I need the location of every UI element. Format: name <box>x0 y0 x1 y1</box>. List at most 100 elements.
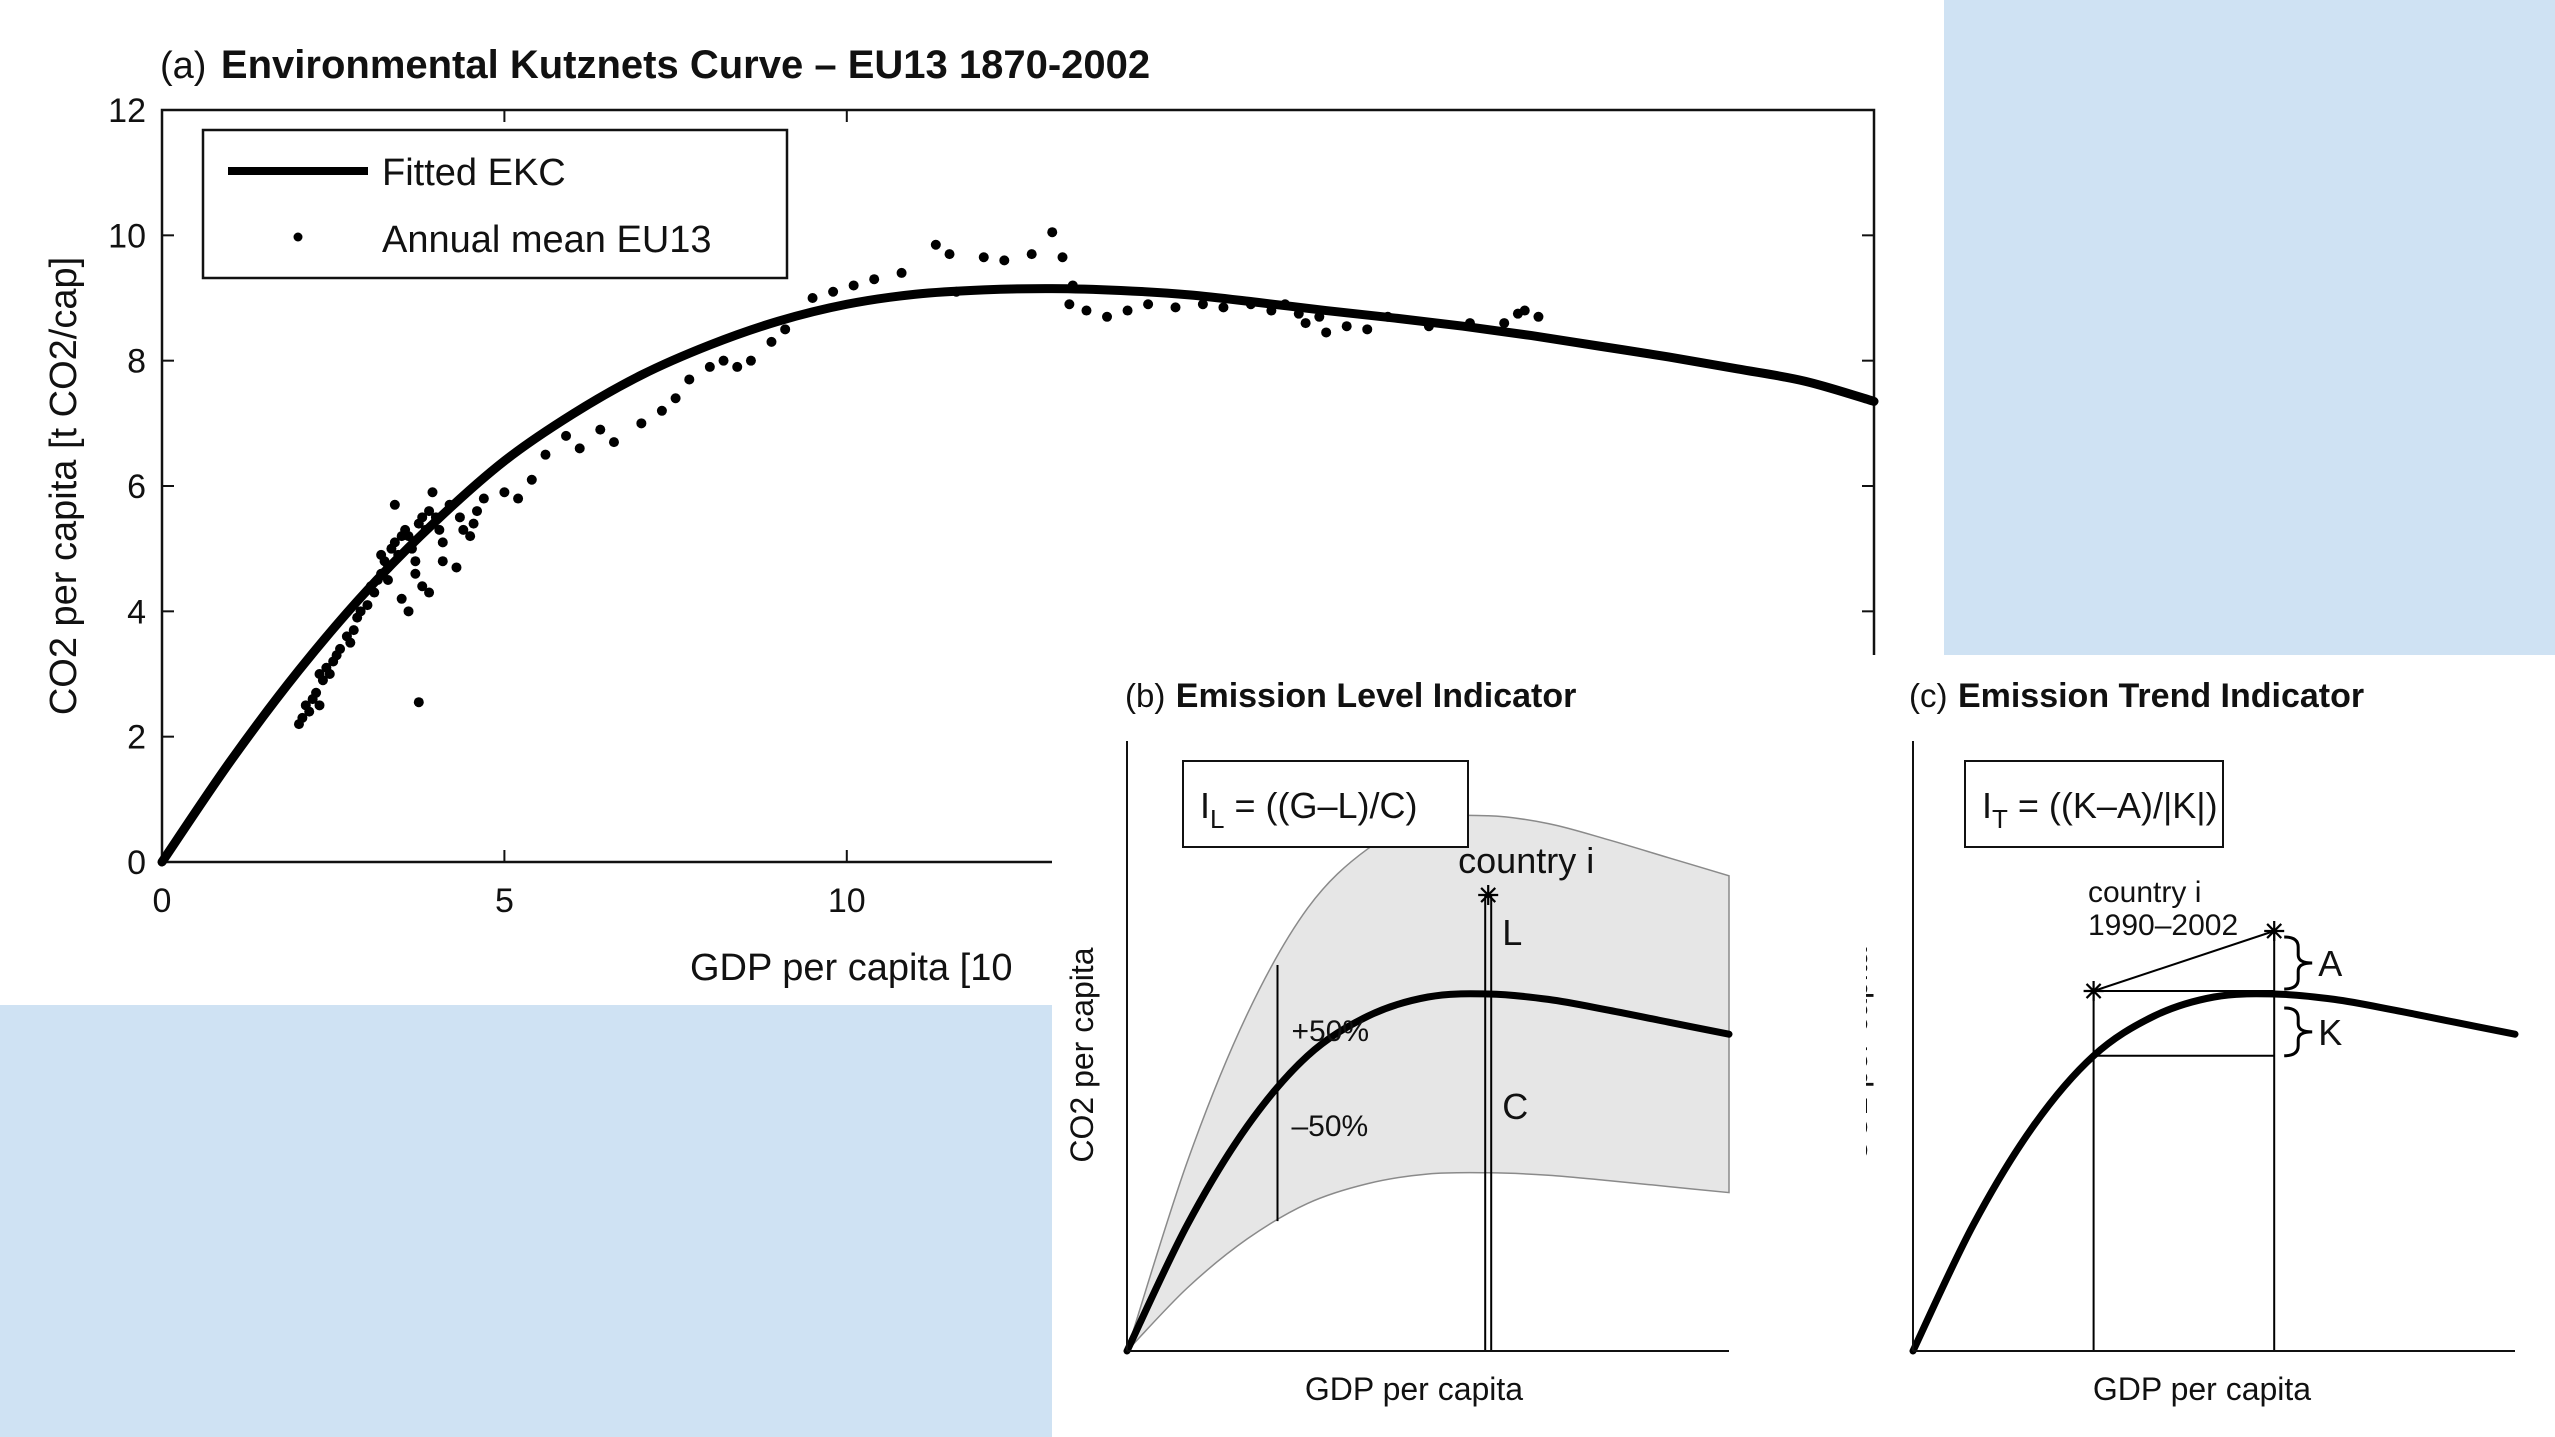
scatter-point <box>413 697 424 708</box>
y-axis-label: CO2 per capita [t CO2/cap] <box>43 257 85 715</box>
scatter-point <box>1197 299 1208 310</box>
scatter-point <box>513 493 524 504</box>
scatter-point <box>311 687 322 698</box>
panel-c: (c) Emission Trend Indicator IT = ((K–A)… <box>1866 655 2555 1437</box>
formula-main: I <box>1200 785 1210 826</box>
scatter-point <box>304 706 315 717</box>
scatter-point <box>465 531 476 542</box>
scatter-point <box>424 587 435 598</box>
scatter-point <box>1499 318 1510 329</box>
formula-subscript: L <box>1210 804 1224 834</box>
scatter-point <box>999 255 1010 266</box>
label-L: L <box>1502 912 1522 953</box>
scatter-point <box>1519 305 1530 316</box>
legend: Fitted EKC Annual mean EU13 <box>201 128 789 280</box>
x-tick-label: 10 <box>828 882 866 920</box>
svg-text:IL = ((G–L)/C): IL = ((G–L)/C) <box>1200 785 1418 834</box>
scatter-point <box>1300 318 1311 329</box>
scatter-point <box>595 424 606 435</box>
scatter-point <box>1362 324 1373 335</box>
scatter-point <box>1102 311 1113 322</box>
scatter-point <box>417 581 428 592</box>
legend-annual-mean: Annual mean EU13 <box>382 219 712 261</box>
label-K: K <box>2318 1012 2342 1053</box>
ekc-curve <box>1123 990 1733 1355</box>
y-tick-label: 8 <box>127 343 146 381</box>
scatter-point <box>1218 302 1229 313</box>
scatter-points <box>293 227 1544 730</box>
country-point-markers <box>2083 921 2285 1001</box>
y-axis-label: CO2 per capita <box>1064 947 1100 1162</box>
scatter-point <box>718 355 729 366</box>
ekc-curve <box>1909 990 2519 1355</box>
label-A: A <box>2318 943 2342 984</box>
formula-rest: = ((K–A)/|K|) <box>2008 785 2218 826</box>
country-label-line2: 1990–2002 <box>2088 909 2238 942</box>
emission-trend-chart: (c) Emission Trend Indicator IT = ((K–A)… <box>1866 677 2519 1407</box>
scatter-point <box>1026 249 1037 260</box>
country-star <box>1478 885 1499 905</box>
panel-b-label: (b) <box>1125 677 1165 714</box>
y-tick-label: 12 <box>108 92 146 130</box>
emission-level-chart: (b) Emission Level Indicator IL = ((G–L)… <box>1064 677 1733 1407</box>
scatter-point <box>389 499 400 510</box>
y-tick-label: 2 <box>127 719 146 757</box>
scatter-point <box>1057 252 1068 263</box>
scatter-point <box>1321 327 1332 338</box>
scatter-point <box>1081 305 1092 316</box>
scatter-point <box>317 675 328 686</box>
scatter-point <box>1122 305 1133 316</box>
lower-band-label: –50% <box>1292 1110 1369 1143</box>
fitted-ekc-line <box>157 284 1879 867</box>
scatter-point <box>427 487 438 498</box>
panel-c-label: (c) <box>1909 677 1947 714</box>
scatter-point <box>314 700 325 711</box>
scatter-point <box>348 625 359 636</box>
scatter-point <box>636 418 647 429</box>
y-tick-label: 10 <box>108 217 146 255</box>
scatter-point <box>978 252 989 263</box>
svg-text:(a) Environmental Kutzne: (a) Environmental Kutznets Curve – EU13 … <box>160 43 1150 87</box>
scatter-point <box>468 518 479 529</box>
start-star <box>2083 981 2104 1001</box>
legend-box <box>201 128 789 280</box>
x-tick-label: 0 <box>153 882 172 920</box>
x-axis-label: GDP per capita [10 <box>690 947 1012 989</box>
scatter-point <box>745 355 756 366</box>
scatter-point <box>704 361 715 372</box>
country-label-line1: country i <box>2088 876 2201 909</box>
tick-group: 0 2 4 6 8 10 12 0 5 10 <box>108 92 1874 920</box>
formula-rest: = ((G–L)/C) <box>1224 785 1417 826</box>
scatter-point <box>478 493 489 504</box>
scatter-point <box>437 556 448 567</box>
upper-band-label: +50% <box>1292 1015 1370 1048</box>
scatter-point <box>451 562 462 573</box>
scatter-point <box>1064 299 1075 310</box>
scatter-point <box>766 336 777 347</box>
scatter-point <box>410 556 421 567</box>
scatter-point <box>382 575 393 585</box>
scatter-point <box>1143 299 1154 310</box>
scatter-point <box>1047 227 1058 238</box>
panel-c-title: Emission Trend Indicator <box>1958 677 2364 715</box>
scatter-point <box>355 606 366 617</box>
scatter-point <box>410 568 421 579</box>
scatter-point <box>437 537 448 548</box>
y-tick-label: 6 <box>127 468 146 506</box>
panel-a: (a) Environmental Kutznets Curve – EU13 … <box>0 0 1944 1005</box>
scatter-point <box>396 593 407 604</box>
brace-K <box>2284 1006 2313 1058</box>
scatter-point <box>376 549 387 560</box>
scatter-point <box>561 430 572 441</box>
end-star <box>2264 921 2285 941</box>
scatter-point <box>930 239 941 250</box>
scatter-point <box>434 524 445 535</box>
scatter-point <box>828 286 839 297</box>
formula-subscript: T <box>1992 804 2008 834</box>
scatter-point <box>896 267 907 278</box>
scatter-point <box>1533 311 1544 322</box>
x-tick-label: 5 <box>495 882 514 920</box>
scatter-point <box>526 474 537 485</box>
star-stroke <box>2085 983 2102 999</box>
svg-text:(c) Emission Trend Indic: (c) Emission Trend Indicator <box>1909 677 2364 715</box>
